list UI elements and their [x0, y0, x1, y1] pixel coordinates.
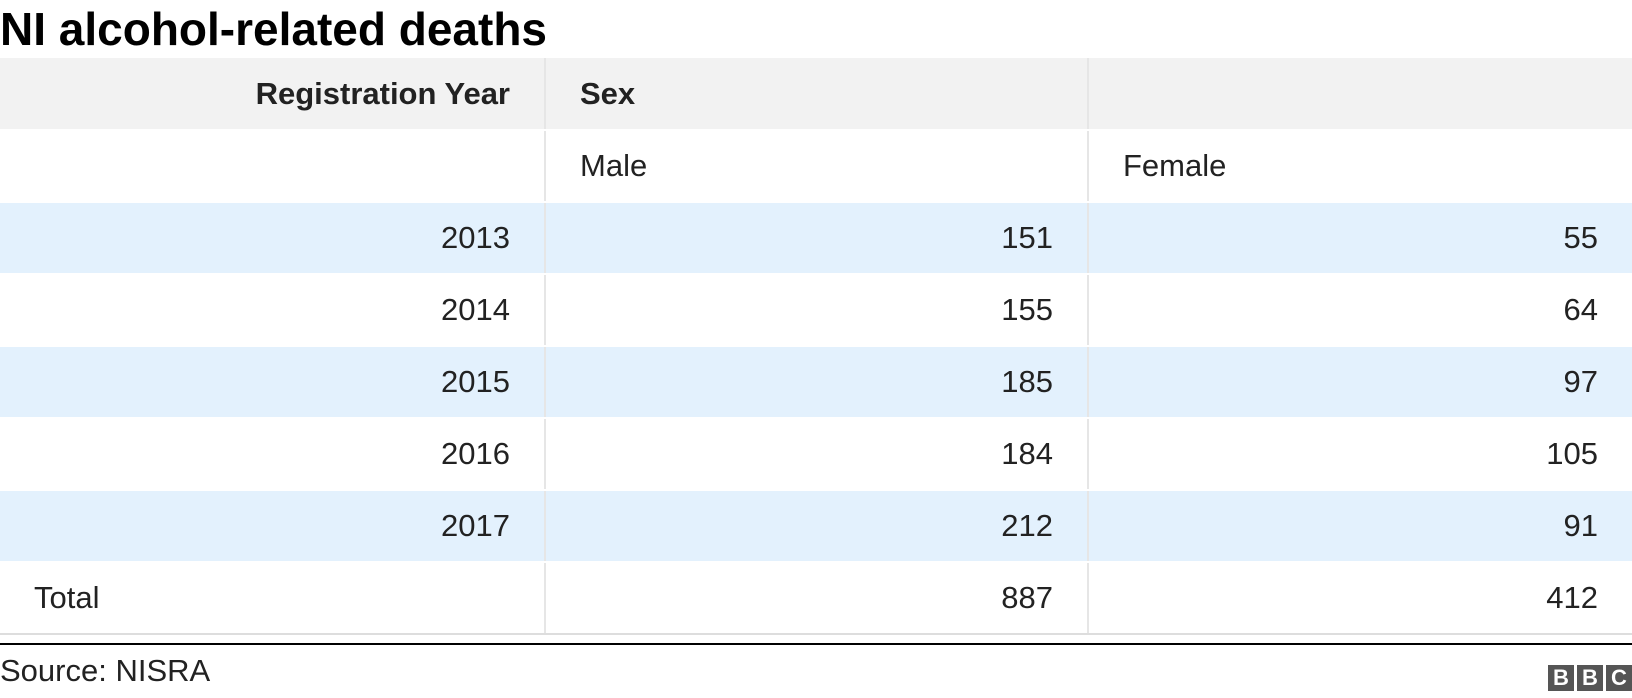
data-table: Registration Year Sex Male Female 2013 1… — [0, 58, 1632, 635]
cell-female: 55 — [1088, 202, 1632, 275]
subheader-male: Male — [545, 130, 1089, 203]
cell-male: 184 — [545, 418, 1089, 491]
bbc-logo: B B C — [1548, 665, 1632, 691]
bbc-logo-letter: C — [1606, 665, 1632, 691]
source-note: Source: NISRA — [0, 653, 211, 688]
table-row: 2015 185 97 — [0, 346, 1632, 419]
bbc-logo-letter: B — [1577, 665, 1603, 691]
cell-male: 155 — [545, 274, 1089, 347]
cell-female: 97 — [1088, 346, 1632, 419]
header-sex: Sex — [545, 58, 1089, 131]
cell-male: 185 — [545, 346, 1089, 419]
cell-total-female: 412 — [1088, 562, 1632, 635]
table-header-row: Registration Year Sex — [0, 58, 1632, 131]
cell-year: 2016 — [0, 418, 546, 491]
bbc-logo-letter: B — [1548, 665, 1574, 691]
cell-female: 64 — [1088, 274, 1632, 347]
table-total-row: Total 887 412 — [0, 562, 1632, 635]
table-row: 2016 184 105 — [0, 418, 1632, 491]
cell-total-label: Total — [0, 562, 546, 635]
cell-female: 91 — [1088, 490, 1632, 563]
table-subheader-row: Male Female — [0, 130, 1632, 203]
cell-female: 105 — [1088, 418, 1632, 491]
subheader-female: Female — [1088, 130, 1632, 203]
cell-male: 212 — [545, 490, 1089, 563]
cell-year: 2013 — [0, 202, 546, 275]
table-row: 2017 212 91 — [0, 490, 1632, 563]
footer-divider — [0, 643, 1632, 645]
header-empty — [1088, 58, 1632, 131]
cell-male: 151 — [545, 202, 1089, 275]
subheader-empty — [0, 130, 546, 203]
cell-year: 2017 — [0, 490, 546, 563]
cell-year: 2014 — [0, 274, 546, 347]
cell-total-male: 887 — [545, 562, 1089, 635]
table-row: 2014 155 64 — [0, 274, 1632, 347]
table-row: 2013 151 55 — [0, 202, 1632, 275]
header-registration-year: Registration Year — [0, 58, 546, 131]
chart-title: NI alcohol-related deaths — [0, 3, 548, 55]
cell-year: 2015 — [0, 346, 546, 419]
